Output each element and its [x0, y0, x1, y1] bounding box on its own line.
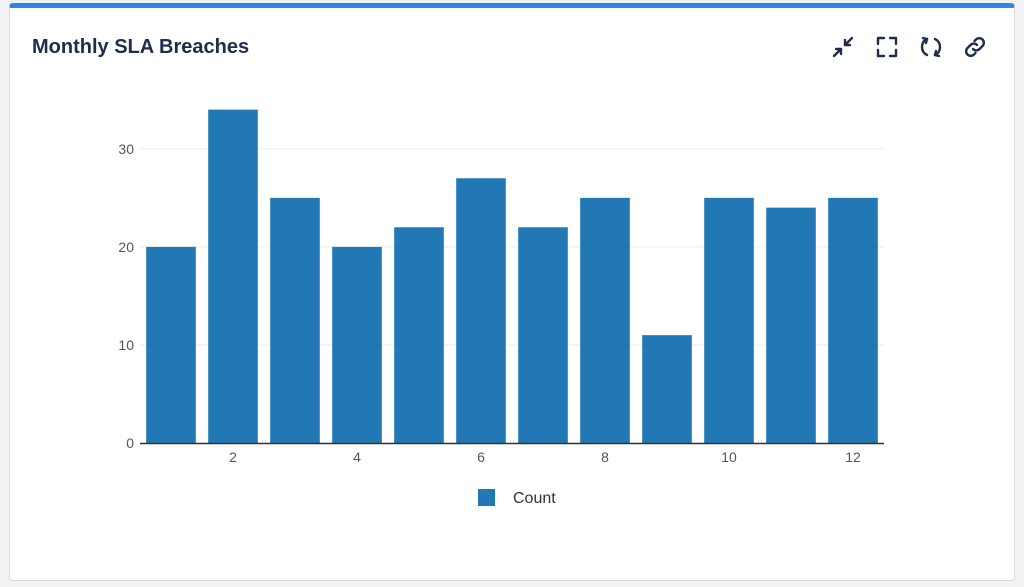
bar-4 — [332, 246, 382, 443]
bar-1 — [146, 246, 196, 443]
bar-10 — [704, 197, 754, 443]
y-tick-label: 20 — [118, 239, 134, 255]
bar-12 — [828, 197, 878, 443]
legend-swatch — [478, 489, 495, 506]
card-toolbar — [830, 34, 988, 60]
bar-6 — [456, 178, 506, 443]
x-tick-label: 8 — [601, 449, 609, 465]
link-icon — [964, 36, 986, 58]
y-tick-label: 10 — [118, 337, 134, 353]
refresh-button[interactable] — [918, 34, 944, 60]
bar-3 — [270, 197, 320, 443]
link-button[interactable] — [962, 34, 988, 60]
legend-label: Count — [513, 490, 556, 507]
x-tick-label: 6 — [477, 449, 485, 465]
bar-7 — [518, 227, 568, 443]
x-tick-label: 4 — [353, 449, 361, 465]
bar-5 — [394, 227, 444, 443]
bar-8 — [580, 197, 630, 443]
y-tick-label: 30 — [118, 141, 134, 157]
collapse-button[interactable] — [830, 34, 856, 60]
x-tick-label: 2 — [229, 449, 237, 465]
y-tick-label: 0 — [126, 435, 134, 451]
refresh-icon — [920, 36, 942, 58]
bar-2 — [208, 109, 258, 443]
collapse-icon — [832, 36, 854, 58]
card-title: Monthly SLA Breaches — [32, 36, 250, 58]
x-tick-label: 10 — [721, 449, 737, 465]
bar-11 — [766, 207, 816, 443]
fullscreen-button[interactable] — [874, 34, 900, 60]
fullscreen-icon — [876, 36, 898, 58]
bar-9 — [642, 335, 692, 443]
x-tick-label: 12 — [845, 449, 861, 465]
